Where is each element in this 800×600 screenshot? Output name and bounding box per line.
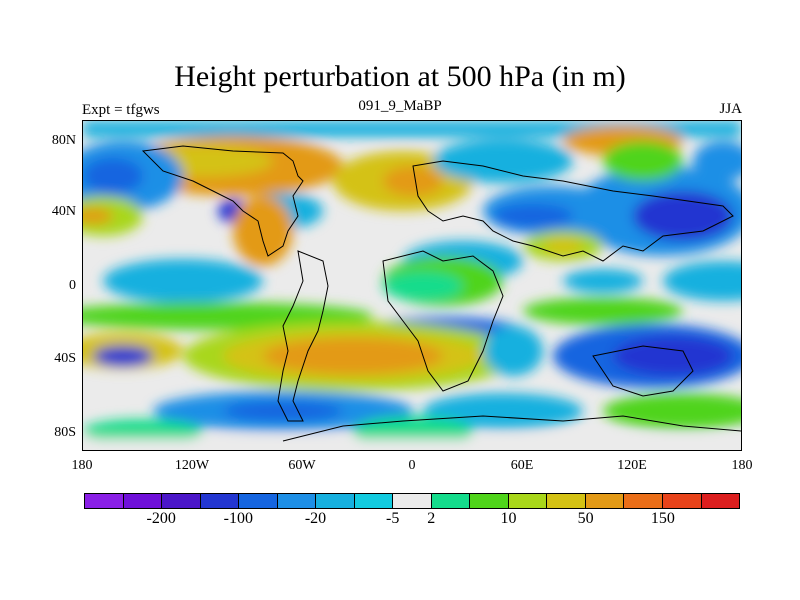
colorbar-box: [585, 494, 625, 508]
colorbar-label: 50: [577, 510, 594, 527]
center-subtitle: 091_9_MaBP: [358, 98, 442, 114]
colorbar-box: [431, 494, 471, 508]
left-subtitle: Expt = tfgws: [82, 102, 160, 118]
colorbar-box: [393, 494, 432, 508]
colorbar-box: [85, 494, 124, 508]
y-tick-label: 40S: [54, 351, 76, 366]
y-tick-label: 80N: [51, 133, 76, 148]
x-tick-label: 0: [408, 458, 416, 473]
colorbar-box: [662, 494, 702, 508]
colorbar-label: 2: [427, 510, 436, 527]
x-tick-label: 120W: [174, 458, 210, 473]
y-tick-label: 40N: [51, 204, 76, 219]
colorbar-box: [123, 494, 163, 508]
colorbar-label: 150: [650, 510, 675, 527]
colorbar-label: -20: [304, 510, 327, 527]
right-subtitle: JJA: [719, 101, 742, 117]
y-tick-label: 80S: [54, 425, 76, 440]
colorbar-label: -100: [223, 510, 253, 527]
colorbar-box: [547, 494, 586, 508]
colorbar-label: -5: [386, 510, 400, 527]
x-tick-label: 60W: [288, 458, 316, 473]
colorbar-box: [470, 494, 509, 508]
colorbar-label: 10: [500, 510, 517, 527]
contour-map-icon: [83, 121, 741, 450]
colorbar-box: [239, 494, 278, 508]
colorbar-box: [701, 494, 740, 508]
colorbar-box: [624, 494, 663, 508]
colorbar-box: [316, 494, 355, 508]
x-tick-label: 180: [731, 458, 753, 473]
colorbar: [84, 493, 740, 509]
colorbar-label: -200: [146, 510, 176, 527]
colorbar-box: [162, 494, 201, 508]
x-tick-label: 60E: [510, 458, 534, 473]
x-tick-label: 180: [71, 458, 93, 473]
colorbar-box: [277, 494, 317, 508]
x-tick-label: 120E: [617, 458, 647, 473]
colorbar-box: [508, 494, 548, 508]
plot-title: Height perturbation at 500 hPa (in m): [174, 60, 626, 93]
contour-map: [82, 120, 742, 451]
colorbar-box: [354, 494, 394, 508]
colorbar-box: [200, 494, 240, 508]
y-tick-label: 0: [69, 278, 76, 293]
